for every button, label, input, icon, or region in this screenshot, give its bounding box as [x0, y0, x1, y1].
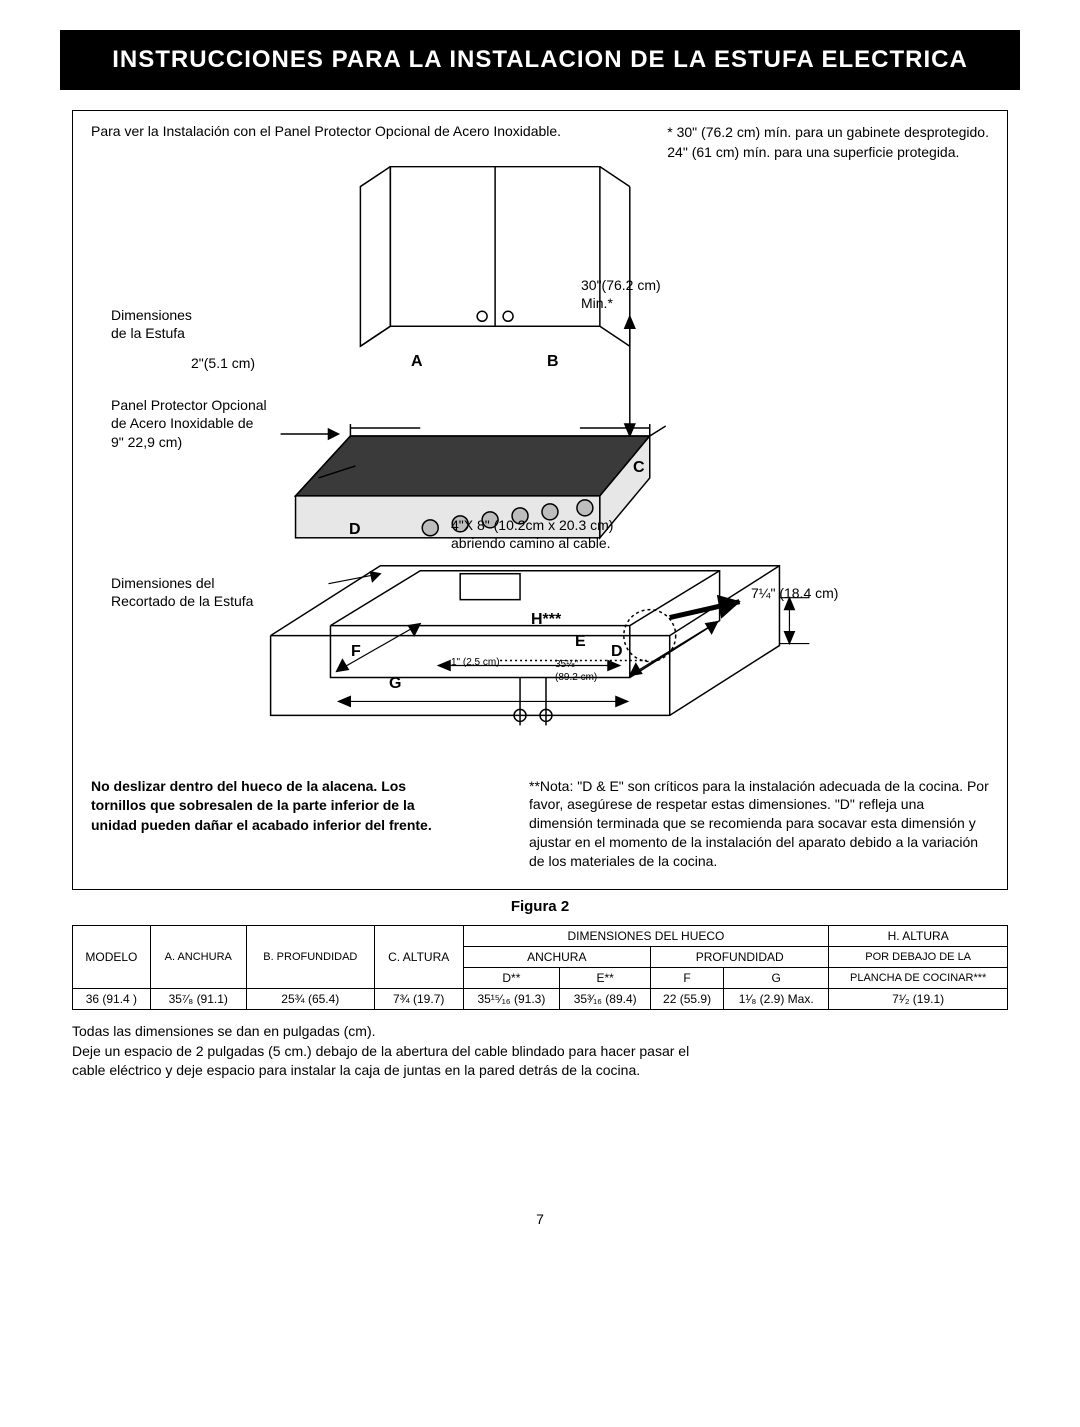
- note-d-e: **Nota: "D & E" son críticos para la ins…: [529, 777, 989, 871]
- dimensions-table: MODELO A. ANCHURA B. PROFUNDIDAD C. ALTU…: [72, 925, 1008, 1010]
- diagram-area: Dimensiones de la Estufa 2"(5.1 cm) A B …: [91, 166, 989, 726]
- figure-caption: Figura 2: [0, 898, 1080, 915]
- th-h-lower1: POR DEBAJO DE LA: [829, 947, 1008, 968]
- th-f: F: [651, 968, 724, 989]
- th-e: E**: [560, 968, 651, 989]
- label-thirty-inch: 30"(76.2 cm) Min.*: [581, 276, 661, 312]
- warning-text: No deslizar dentro del hueco de la alace…: [91, 777, 451, 836]
- th-b: B. PROFUNDIDAD: [246, 926, 374, 989]
- label-two-inch: 2"(5.1 cm): [191, 354, 255, 372]
- dim-letter-f: F: [351, 642, 361, 663]
- figure-2-box: Para ver la Instalación con el Panel Pro…: [72, 110, 1008, 890]
- label-panel-protector: Panel Protector Opcional de Acero Inoxid…: [111, 396, 267, 451]
- dim-letter-h: H***: [531, 610, 561, 631]
- footnote-line1: Todas las dimensiones se dan en pulgadas…: [72, 1022, 1008, 1042]
- th-d: D**: [463, 968, 560, 989]
- label-seven-quarter: 7¼" (18.4 cm): [751, 584, 838, 602]
- footnote-line3: cable eléctrico y deje espacio para inst…: [72, 1061, 1008, 1081]
- dim-letter-c: C: [633, 458, 645, 479]
- panel-link-text: Para ver la Instalación con el Panel Pro…: [91, 123, 561, 162]
- cell-modelo: 36 (91.4 ): [73, 989, 151, 1010]
- dim-letter-e: E: [575, 632, 586, 653]
- cell-d: 35¹⁵⁄₁₆ (91.3): [463, 989, 560, 1010]
- clearance-note: * 30" (76.2 cm) mín. para un gabinete de…: [667, 123, 989, 162]
- th-anchura: ANCHURA: [463, 947, 651, 968]
- th-modelo: MODELO: [73, 926, 151, 989]
- label-cable: 4"X 8" (10.2cm x 20.3 cm) abriendo camin…: [451, 516, 613, 552]
- th-profundidad: PROFUNDIDAD: [651, 947, 829, 968]
- footnote-line2: Deje un espacio de 2 pulgadas (5 cm.) de…: [72, 1042, 1008, 1062]
- cell-a: 35⁷⁄₈ (91.1): [150, 989, 246, 1010]
- label-thirtyfive-eighth: 35⅛" (89.2 cm): [555, 658, 597, 684]
- th-g: G: [724, 968, 829, 989]
- label-dim-recortado: Dimensiones del Recortado de la Estufa: [111, 574, 253, 610]
- dim-letter-a: A: [411, 352, 423, 373]
- th-hueco: DIMENSIONES DEL HUECO: [463, 926, 829, 947]
- cell-e: 35³⁄₁₆ (89.4): [560, 989, 651, 1010]
- th-h-upper: H. ALTURA: [829, 926, 1008, 947]
- cell-h: 7¹⁄₂ (19.1): [829, 989, 1008, 1010]
- footnotes: Todas las dimensiones se dan en pulgadas…: [72, 1022, 1008, 1081]
- th-c: C. ALTURA: [374, 926, 463, 989]
- dim-letter-d2: D: [611, 642, 623, 663]
- th-h-lower2: PLANCHA DE COCINAR***: [829, 968, 1008, 989]
- label-one-inch: 1" (2.5 cm): [451, 656, 500, 669]
- page-banner: INSTRUCCIONES PARA LA INSTALACION DE LA …: [60, 30, 1020, 90]
- label-dim-estufa: Dimensiones de la Estufa: [111, 306, 192, 342]
- cell-g: 1¹⁄₈ (2.9) Max.: [724, 989, 829, 1010]
- cell-f: 22 (55.9): [651, 989, 724, 1010]
- dim-letter-d: D: [349, 520, 361, 541]
- cell-b: 25¾ (65.4): [246, 989, 374, 1010]
- th-a: A. ANCHURA: [150, 926, 246, 989]
- dim-letter-g: G: [389, 674, 401, 695]
- clearance-line2: 24" (61 cm) mín. para una superficie pro…: [667, 144, 959, 160]
- dim-letter-b: B: [547, 352, 559, 373]
- cell-c: 7¾ (19.7): [374, 989, 463, 1010]
- clearance-line1: * 30" (76.2 cm) mín. para un gabinete de…: [667, 124, 989, 140]
- table-row: 36 (91.4 ) 35⁷⁄₈ (91.1) 25¾ (65.4) 7¾ (1…: [73, 989, 1008, 1010]
- page-number: 7: [0, 1211, 1080, 1227]
